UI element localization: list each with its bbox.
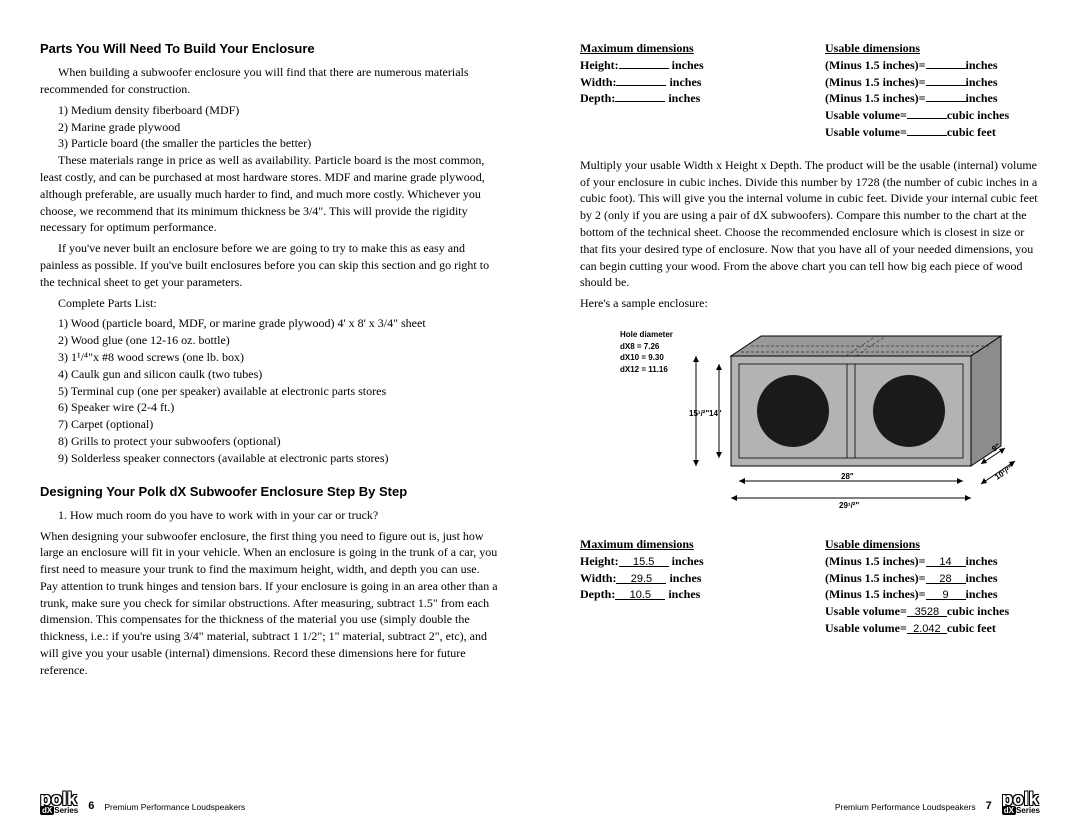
para: When building a subwoofer enclosure you … [40,64,500,98]
label: (Minus 1.5 inches)= [825,554,926,568]
usable-dim-title: Usable dimensions [825,40,1040,57]
para: If you've never built an enclosure befor… [40,240,500,290]
usable-dim-title: Usable dimensions [825,536,1040,553]
dimension-worksheet-blank: Maximum dimensions Height: inches Width:… [580,40,1040,141]
parts-list-item: 1) Wood (particle board, MDF, or marine … [58,315,500,332]
label: Height: [580,554,619,568]
filled-value: 10.5 [615,588,665,600]
footer-right: Premium Performance Loudspeakers 7 polk … [580,791,1040,814]
para: These materials range in price as well a… [40,152,500,236]
parts-list-title: Complete Parts List: [58,295,500,312]
unit: inches [966,587,998,601]
unit: inches [966,571,998,585]
parts-list-item: 9) Solderless speaker connectors (availa… [58,450,500,467]
filled-value: 28 [926,572,966,584]
blank-field[interactable] [615,90,665,102]
hole-spec: dX12 = 11.16 [620,365,673,375]
material-item: 1) Medium density fiberboard (MDF) [58,102,500,119]
svg-text:15¹/²": 15¹/²" [689,409,709,418]
heading-design: Designing Your Polk dX Subwoofer Enclosu… [40,483,500,501]
blank-field[interactable] [926,90,966,102]
unit: inches [668,587,700,601]
unit: inches [966,58,998,72]
parts-list-item: 5) Terminal cup (one per speaker) availa… [58,383,500,400]
label: Height: [580,58,619,72]
page-title: Premium Performance Loudspeakers [104,802,245,814]
unit: inches [672,58,704,72]
unit: inches [669,75,701,89]
blank-field[interactable] [926,74,966,86]
unit: cubic inches [947,108,1009,122]
filled-value: 29.5 [616,572,666,584]
label: Depth: [580,587,615,601]
polk-logo: polk dXSeries [40,791,78,814]
label: (Minus 1.5 inches)= [825,75,926,89]
step-text: 1. How much room do you have to work wit… [40,507,500,524]
enclosure-diagram: Hole diameter dX8 = 7.26 dX10 = 9.30 dX1… [620,326,1040,526]
polk-logo: polk dXSeries [1002,791,1040,814]
max-dim-title: Maximum dimensions [580,536,795,553]
label: (Minus 1.5 inches)= [825,571,926,585]
material-item: 3) Particle board (the smaller the parti… [58,135,500,152]
page-number: 7 [986,799,992,814]
material-item: 2) Marine grade plywood [58,119,500,136]
unit: cubic inches [947,604,1009,618]
parts-list-item: 7) Carpet (optional) [58,416,500,433]
heading-parts: Parts You Will Need To Build Your Enclos… [40,40,500,58]
page-title: Premium Performance Loudspeakers [835,802,976,814]
label: Usable volume= [825,125,907,139]
unit: cubic feet [947,621,996,635]
parts-list-item: 8) Grills to protect your subwoofers (op… [58,433,500,450]
parts-list-item: 2) Wood glue (one 12-16 oz. bottle) [58,332,500,349]
dimension-worksheet-filled: Maximum dimensions Height:15.5 inches Wi… [580,536,1040,637]
svg-text:29¹/²": 29¹/²" [839,501,859,510]
enclosure-svg: 15¹/²" 14" 28" 29¹/²" 9" [681,326,1031,526]
blank-field[interactable] [926,57,966,69]
parts-list-item: 3) 1¹/⁴"x #8 wood screws (one lb. box) [58,349,500,366]
footer-left: polk dXSeries 6 Premium Performance Loud… [40,791,500,814]
unit: inches [669,571,701,585]
unit: inches [668,91,700,105]
unit: cubic feet [947,125,996,139]
sample-label: Here's a sample enclosure: [580,295,1040,312]
svg-text:28": 28" [841,472,854,481]
filled-value: 14 [926,555,966,567]
label: (Minus 1.5 inches)= [825,58,926,72]
parts-list-item: 4) Caulk gun and silicon caulk (two tube… [58,366,500,383]
label: Usable volume= [825,604,907,618]
page-number: 6 [88,799,94,814]
blank-field[interactable] [907,107,947,119]
filled-value: 9 [926,588,966,600]
label: Width: [580,571,616,585]
filled-value: 2.042 [907,622,947,634]
hole-spec: dX8 = 7.26 [620,342,673,352]
page-left: Parts You Will Need To Build Your Enclos… [0,0,540,834]
unit: inches [966,91,998,105]
filled-value: 15.5 [619,555,669,567]
label: Width: [580,75,616,89]
parts-list-item: 6) Speaker wire (2-4 ft.) [58,399,500,416]
label: Usable volume= [825,108,907,122]
hole-diameter-title: Hole diameter [620,330,673,340]
blank-field[interactable] [907,124,947,136]
blank-field[interactable] [619,57,669,69]
max-dim-title: Maximum dimensions [580,40,795,57]
blank-field[interactable] [616,74,666,86]
label: Usable volume= [825,621,907,635]
unit: inches [672,554,704,568]
hole-spec: dX10 = 9.30 [620,353,673,363]
page-right: Maximum dimensions Height: inches Width:… [540,0,1080,834]
para: When designing your subwoofer enclosure,… [40,528,500,679]
label: Depth: [580,91,615,105]
unit: inches [966,75,998,89]
filled-value: 3528 [907,605,947,617]
label: (Minus 1.5 inches)= [825,587,926,601]
svg-text:14": 14" [709,409,722,418]
label: (Minus 1.5 inches)= [825,91,926,105]
para: Multiply your usable Width x Height x De… [580,157,1040,291]
unit: inches [966,554,998,568]
